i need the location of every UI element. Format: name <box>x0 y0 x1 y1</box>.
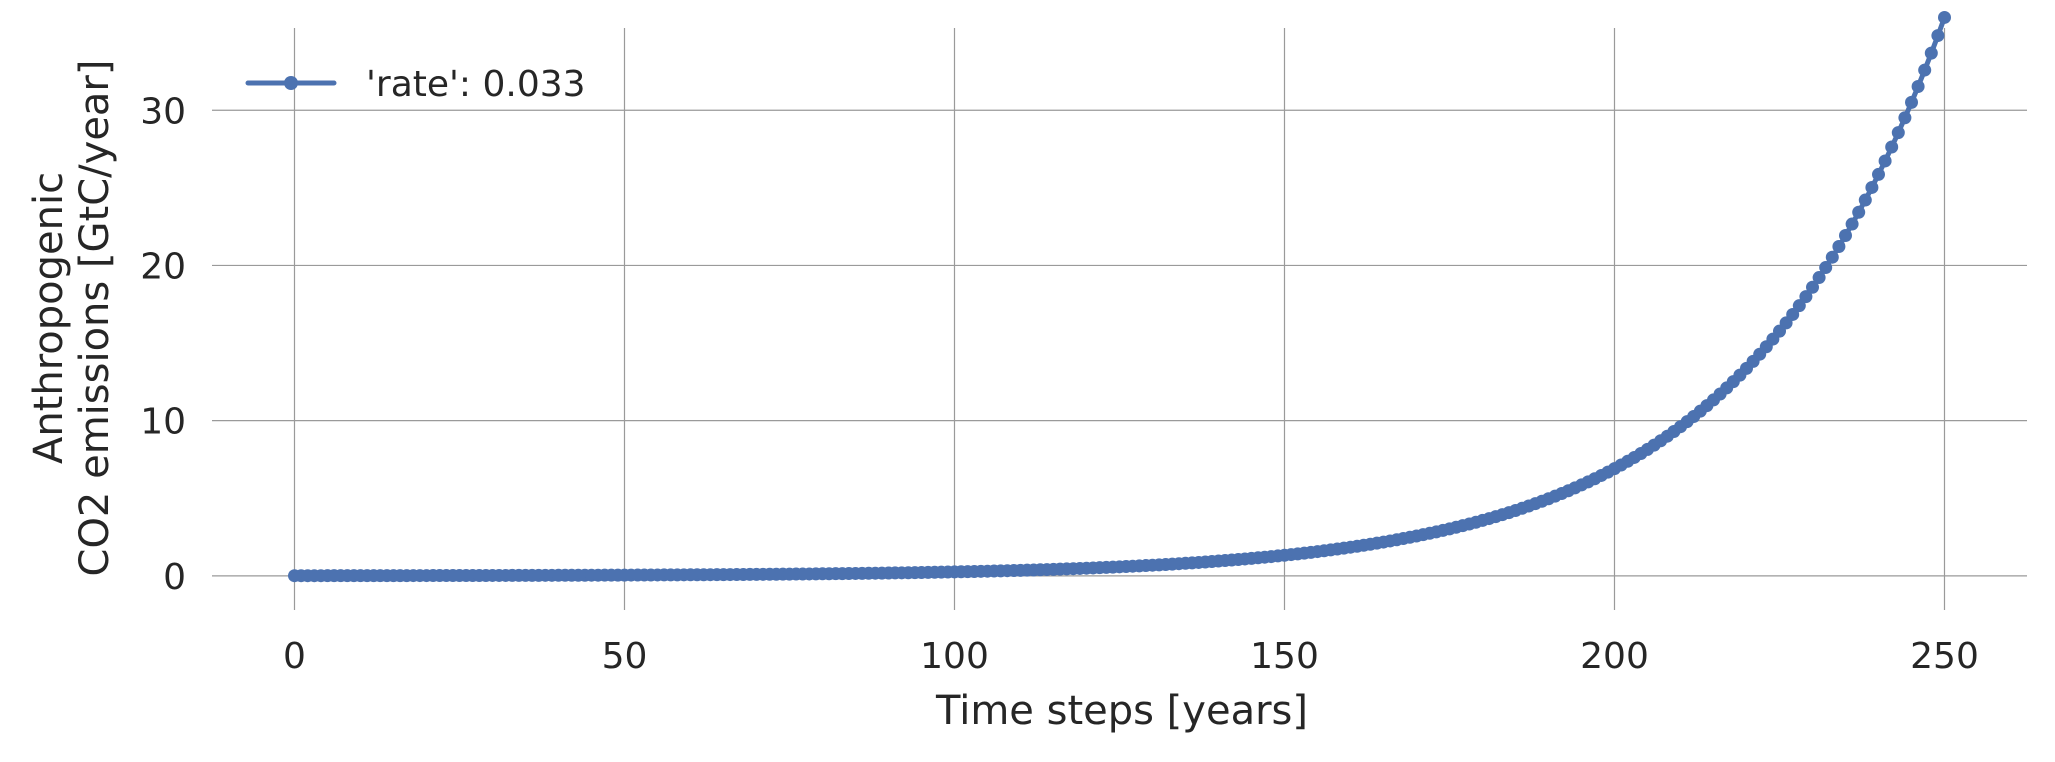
y-tick-label: 30 <box>140 91 186 132</box>
data-point <box>1839 228 1852 242</box>
x-tick-label: 200 <box>1580 636 1649 677</box>
legend: 'rate': 0.033 <box>245 64 586 105</box>
data-point <box>1819 261 1833 275</box>
data-point <box>1799 290 1813 304</box>
x-tick-labels: 0 50 100 150 200 250 <box>283 636 1979 677</box>
data-point <box>1938 10 1951 24</box>
data-point <box>1872 167 1885 181</box>
x-tick-label: 250 <box>1910 636 1979 677</box>
legend-label: 'rate': 0.033 <box>366 64 586 105</box>
x-tick-label: 150 <box>1250 636 1319 677</box>
y-axis-label-line-2: CO2 emissions [GtC/year] <box>72 60 118 577</box>
data-point <box>1858 193 1872 207</box>
series-layer <box>288 10 1951 583</box>
data-point <box>1825 250 1839 264</box>
y-tick-label: 10 <box>140 402 186 443</box>
x-tick-label: 50 <box>602 636 648 677</box>
y-tick-label: 20 <box>140 246 186 287</box>
data-point <box>1911 80 1925 93</box>
x-tick-label: 0 <box>283 636 306 677</box>
data-point <box>1924 46 1938 60</box>
y-axis-label: Anthropogenic CO2 emissions [GtC/year] <box>26 60 118 577</box>
legend-point-marker <box>284 76 298 90</box>
data-point <box>1891 126 1905 140</box>
data-point <box>1931 29 1945 43</box>
data-point <box>1865 180 1879 194</box>
data-point <box>1905 95 1918 109</box>
data-point <box>1832 240 1846 254</box>
data-point <box>1878 154 1892 168</box>
data-point <box>1792 299 1806 313</box>
data-point <box>1812 271 1826 285</box>
x-tick-label: 100 <box>920 636 989 677</box>
data-point <box>1845 217 1859 231</box>
y-axis-label-line-1: Anthropogenic <box>26 172 72 464</box>
data-point <box>1898 111 1912 125</box>
data-point <box>1852 205 1866 219</box>
y-tick-labels: 0 10 20 30 <box>140 91 186 598</box>
data-point <box>1806 280 1819 294</box>
data-point <box>1885 140 1899 154</box>
x-axis-label: Time steps [years] <box>935 688 1308 734</box>
series-points <box>288 10 1951 583</box>
grid <box>212 28 2027 610</box>
y-tick-label: 0 <box>163 557 186 598</box>
data-point <box>1918 63 1932 77</box>
